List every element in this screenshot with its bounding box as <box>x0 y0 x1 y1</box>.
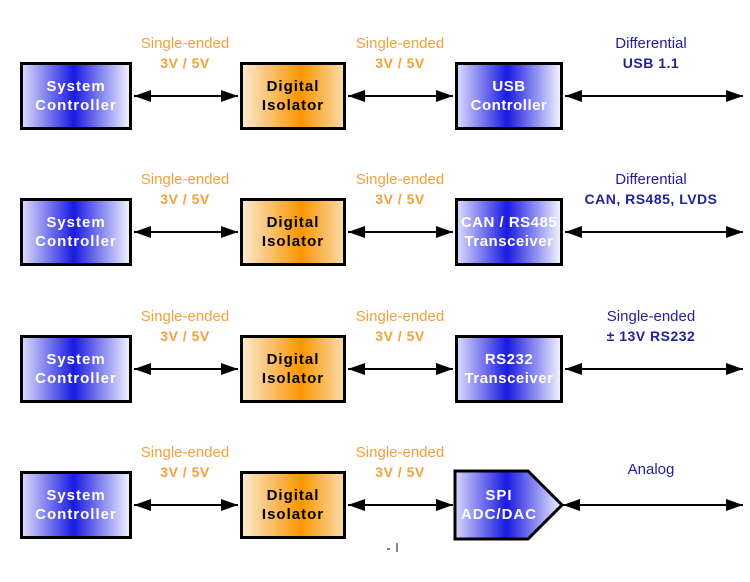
block-label-line1: System <box>46 487 106 504</box>
bus-label-right: Differential CAN, RS485, LVDS <box>566 172 736 207</box>
block-label-line2: Transceiver <box>464 370 554 387</box>
bus-label-left: Single-ended 3V / 5V <box>100 309 270 344</box>
block-label-line2: Isolator <box>261 506 325 523</box>
bidirectional-arrow <box>134 363 238 375</box>
bus-label-middle: Single-ended 3V / 5V <box>315 172 485 207</box>
bidirectional-arrow <box>565 226 743 238</box>
bus-label-left: Single-ended 3V / 5V <box>100 172 270 207</box>
block-label-line1: RS232 <box>484 351 534 368</box>
diagram-row-usb: Single-ended 3V / 5V Single-ended 3V / 5… <box>0 36 750 173</box>
bus-type-label: Single-ended <box>140 35 230 52</box>
block-label-line1: Digital <box>266 351 320 368</box>
bus-type-label: Single-ended <box>355 171 445 188</box>
block-label-line2: ADC/DAC <box>460 506 538 523</box>
system-controller-block: System Controller <box>20 471 132 539</box>
can-rs485-transceiver-block: CAN / RS485 Transceiver <box>455 198 563 266</box>
bus-type-label: Analog <box>627 461 675 478</box>
bus-label-middle: Single-ended 3V / 5V <box>315 309 485 344</box>
bus-voltage-label: 3V / 5V <box>160 191 210 207</box>
bus-label-left: Single-ended 3V / 5V <box>100 445 270 480</box>
spi-adc-dac-block-shape <box>453 469 565 541</box>
system-controller-block: System Controller <box>20 335 132 403</box>
bus-type-label: Single-ended <box>140 171 230 188</box>
block-label-line1: System <box>46 351 106 368</box>
bus-type-label: Single-ended <box>355 308 445 325</box>
digital-isolator-block: Digital Isolator <box>240 335 346 403</box>
block-label-line2: Isolator <box>261 97 325 114</box>
diagram-row-rs232: Single-ended 3V / 5V Single-ended 3V / 5… <box>0 309 750 446</box>
bus-label-right: Differential USB 1.1 <box>566 36 736 71</box>
bidirectional-arrow <box>134 499 238 511</box>
bus-standard-label: USB 1.1 <box>622 55 680 71</box>
bus-type-label: Single-ended <box>606 308 696 325</box>
bus-voltage-label: 3V / 5V <box>375 191 425 207</box>
block-label-line1: Digital <box>266 214 320 231</box>
bidirectional-arrow <box>348 226 453 238</box>
usb-controller-block: USB Controller <box>455 62 563 130</box>
bidirectional-arrow <box>563 499 743 511</box>
bidirectional-arrow <box>348 90 453 102</box>
digital-isolator-block: Digital Isolator <box>240 471 346 539</box>
bus-type-label: Differential <box>615 35 687 52</box>
bus-label-right: Analog <box>566 462 736 478</box>
bus-voltage-label: 3V / 5V <box>375 328 425 344</box>
bus-voltage-label: 3V / 5V <box>160 464 210 480</box>
bus-label-middle: Single-ended 3V / 5V <box>315 445 485 480</box>
bus-type-label: Single-ended <box>140 444 230 461</box>
rs232-transceiver-block: RS232 Transceiver <box>455 335 563 403</box>
system-controller-block: System Controller <box>20 198 132 266</box>
block-label-line2: Controller <box>35 370 117 387</box>
block-label-line2: Isolator <box>261 233 325 250</box>
block-label-line1: CAN / RS485 <box>460 214 558 231</box>
stray-mark <box>396 543 398 552</box>
bidirectional-arrow <box>134 90 238 102</box>
spi-adc-dac-block: SPI ADC/DAC <box>453 471 545 539</box>
bus-type-label: Single-ended <box>140 308 230 325</box>
diagram-row-spi-adc-dac: Single-ended 3V / 5V Single-ended 3V / 5… <box>0 445 750 582</box>
bus-label-left: Single-ended 3V / 5V <box>100 36 270 71</box>
bidirectional-arrow <box>565 90 743 102</box>
bus-standard-label: CAN, RS485, LVDS <box>584 191 718 207</box>
digital-isolator-block: Digital Isolator <box>240 62 346 130</box>
bus-type-label: Single-ended <box>355 444 445 461</box>
digital-isolator-block: Digital Isolator <box>240 198 346 266</box>
bidirectional-arrow <box>348 363 453 375</box>
bus-type-label: Single-ended <box>355 35 445 52</box>
bus-label-middle: Single-ended 3V / 5V <box>315 36 485 71</box>
block-label-line2: Isolator <box>261 370 325 387</box>
block-label-line1: Digital <box>266 78 320 95</box>
block-label-line2: Controller <box>35 233 117 250</box>
block-label-line2: Transceiver <box>464 233 554 250</box>
block-label-line2: Controller <box>470 97 548 114</box>
diagram-row-can-rs485: Single-ended 3V / 5V Single-ended 3V / 5… <box>0 172 750 309</box>
bus-type-label: Differential <box>615 171 687 188</box>
bidirectional-arrow <box>348 499 453 511</box>
block-label-line2: Controller <box>35 97 117 114</box>
system-controller-block: System Controller <box>20 62 132 130</box>
block-label-line1: Digital <box>266 487 320 504</box>
block-label-line1: System <box>46 214 106 231</box>
bus-voltage-label: 3V / 5V <box>375 464 425 480</box>
block-label-line1: USB <box>492 78 526 95</box>
block-label-line1: System <box>46 78 106 95</box>
bus-voltage-label: 3V / 5V <box>160 55 210 71</box>
stray-mark <box>387 548 390 550</box>
bus-voltage-label: 3V / 5V <box>375 55 425 71</box>
block-label-line1: SPI <box>485 487 513 504</box>
bus-standard-label: ± 13V RS232 <box>606 328 696 344</box>
bidirectional-arrow <box>134 226 238 238</box>
block-label-line2: Controller <box>35 506 117 523</box>
bus-voltage-label: 3V / 5V <box>160 328 210 344</box>
bidirectional-arrow <box>565 363 743 375</box>
bus-label-right: Single-ended ± 13V RS232 <box>566 309 736 344</box>
